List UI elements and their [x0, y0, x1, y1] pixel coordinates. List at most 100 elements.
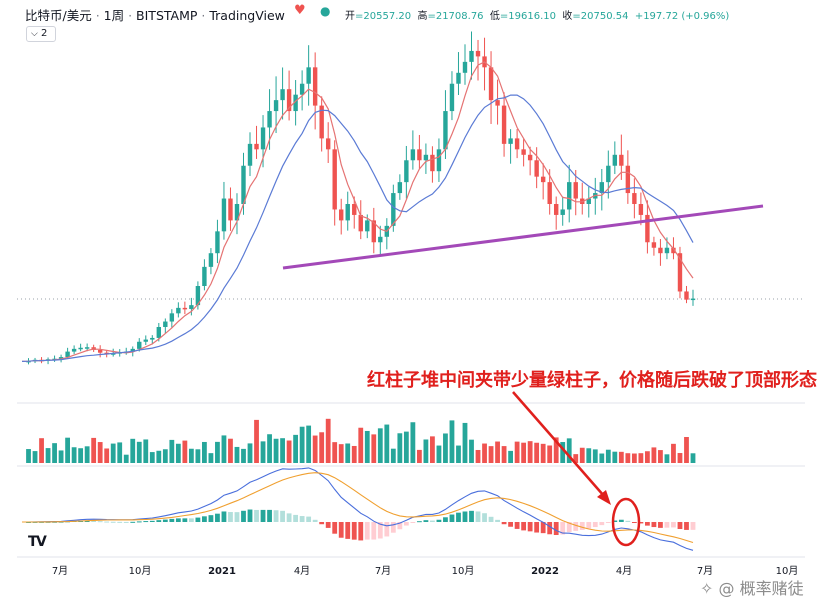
macd-histogram-bar — [188, 518, 194, 522]
macd-histogram-bar — [358, 522, 364, 541]
macd-histogram-bar — [469, 510, 474, 522]
macd-histogram-bar — [228, 512, 233, 522]
candle-body — [58, 357, 64, 359]
macd-histogram-bar — [547, 522, 553, 535]
volume-bar — [175, 443, 181, 463]
macd-histogram-bar — [241, 510, 246, 522]
candle-body — [332, 149, 337, 210]
macd-histogram-bar — [123, 521, 129, 523]
macd-histogram-bar — [384, 522, 390, 537]
volume-bar — [658, 450, 663, 463]
volume-bar — [91, 437, 97, 463]
symbol-name: 比特币/美元 — [25, 8, 92, 23]
annotation-arrowhead — [597, 490, 611, 505]
macd-histogram-bar — [91, 520, 97, 522]
candle-body — [436, 149, 442, 172]
x-tick-label: 10月 — [452, 565, 475, 577]
macd-histogram-bar — [416, 521, 422, 523]
candle-body — [71, 348, 77, 352]
volume-bar — [364, 430, 370, 463]
macd-histogram-bar — [156, 520, 162, 522]
volume-bar — [84, 446, 90, 463]
volume-bar — [501, 446, 507, 463]
candle-body — [521, 149, 526, 155]
volume-bar — [52, 443, 57, 463]
volume-bar — [690, 453, 696, 463]
volume-bar — [579, 447, 585, 463]
volume-bar — [612, 451, 618, 463]
candle-body — [137, 341, 142, 349]
macd-histogram-bar — [215, 513, 220, 522]
candle-body — [514, 138, 520, 150]
symbol-title[interactable]: 比特币/美元 · 1周 · BITSTAMP · TradingView — [25, 5, 285, 24]
volume-bar — [312, 435, 318, 463]
candle-body — [78, 347, 83, 350]
candle-body — [488, 67, 494, 101]
candle-body — [234, 204, 240, 221]
candle-body — [339, 209, 344, 221]
macd-histogram-bar — [104, 521, 110, 523]
candle-body — [651, 242, 657, 248]
candle-body — [273, 100, 279, 112]
volume-bar — [671, 443, 676, 463]
volume-bar — [592, 449, 598, 463]
macd-histogram-bar — [364, 522, 370, 540]
candle-body — [143, 339, 148, 342]
volume-bar — [45, 448, 51, 463]
candle-body — [495, 100, 500, 106]
macd-histogram-bar — [534, 522, 540, 533]
macd-histogram-bar — [553, 522, 559, 536]
heart-icon[interactable]: ♥ — [294, 3, 306, 18]
ohlc-readout: 开=20557.20 高=21708.76 低=19616.10 收=20750… — [345, 7, 729, 22]
macd-histogram-bar — [514, 522, 520, 529]
macd-histogram-bar — [325, 522, 331, 528]
volume-bar — [65, 437, 71, 463]
candle-body — [182, 307, 188, 310]
macd-histogram-bar — [612, 520, 618, 522]
volume-bar — [293, 434, 299, 463]
annotation-arrow — [512, 391, 605, 497]
candle-body — [319, 105, 324, 139]
x-tick-label: 4月 — [616, 565, 632, 577]
macd-histogram-bar — [443, 517, 448, 522]
macd-histogram-bar — [117, 521, 123, 523]
at-icon: @ — [718, 579, 735, 598]
volume-bar — [110, 443, 116, 463]
macd-histogram-bar — [475, 511, 481, 522]
volume-bar — [156, 450, 162, 463]
macd-histogram-bar — [527, 522, 533, 532]
chevron-down-icon: ⌵ — [31, 29, 38, 39]
volume-bar — [39, 438, 44, 463]
candle-body — [150, 337, 155, 340]
candle-body — [664, 247, 670, 254]
macd-line — [22, 467, 694, 551]
volume-bar — [527, 441, 533, 463]
candle-body — [684, 291, 689, 300]
candle-body — [449, 83, 455, 112]
candle-body — [632, 193, 637, 204]
macd-histogram-bar — [202, 516, 207, 522]
volume-bar — [377, 428, 383, 463]
macd-layer — [22, 467, 696, 551]
macd-histogram-bar — [560, 522, 566, 535]
low-value: =19616.10 — [499, 11, 556, 22]
indicator-toggle-button[interactable]: ⌵ 2 — [26, 26, 56, 42]
candle-body — [612, 154, 618, 166]
macd-histogram-bar — [488, 516, 494, 522]
volume-bar — [664, 454, 670, 463]
macd-histogram-bar — [136, 521, 142, 523]
macd-highlight-circle — [611, 497, 641, 547]
macd-histogram-bar — [345, 522, 351, 539]
candle-body — [254, 143, 259, 150]
macd-histogram-bar — [423, 520, 429, 522]
macd-histogram-bar — [299, 516, 305, 522]
volume-bar — [684, 437, 689, 463]
candle-body — [358, 214, 363, 232]
volume-bar — [332, 442, 338, 463]
macd-histogram-bar — [462, 511, 468, 522]
candle-body — [312, 67, 318, 106]
volume-bar — [58, 450, 64, 463]
candle-body — [625, 165, 631, 194]
candle-body — [599, 182, 604, 194]
